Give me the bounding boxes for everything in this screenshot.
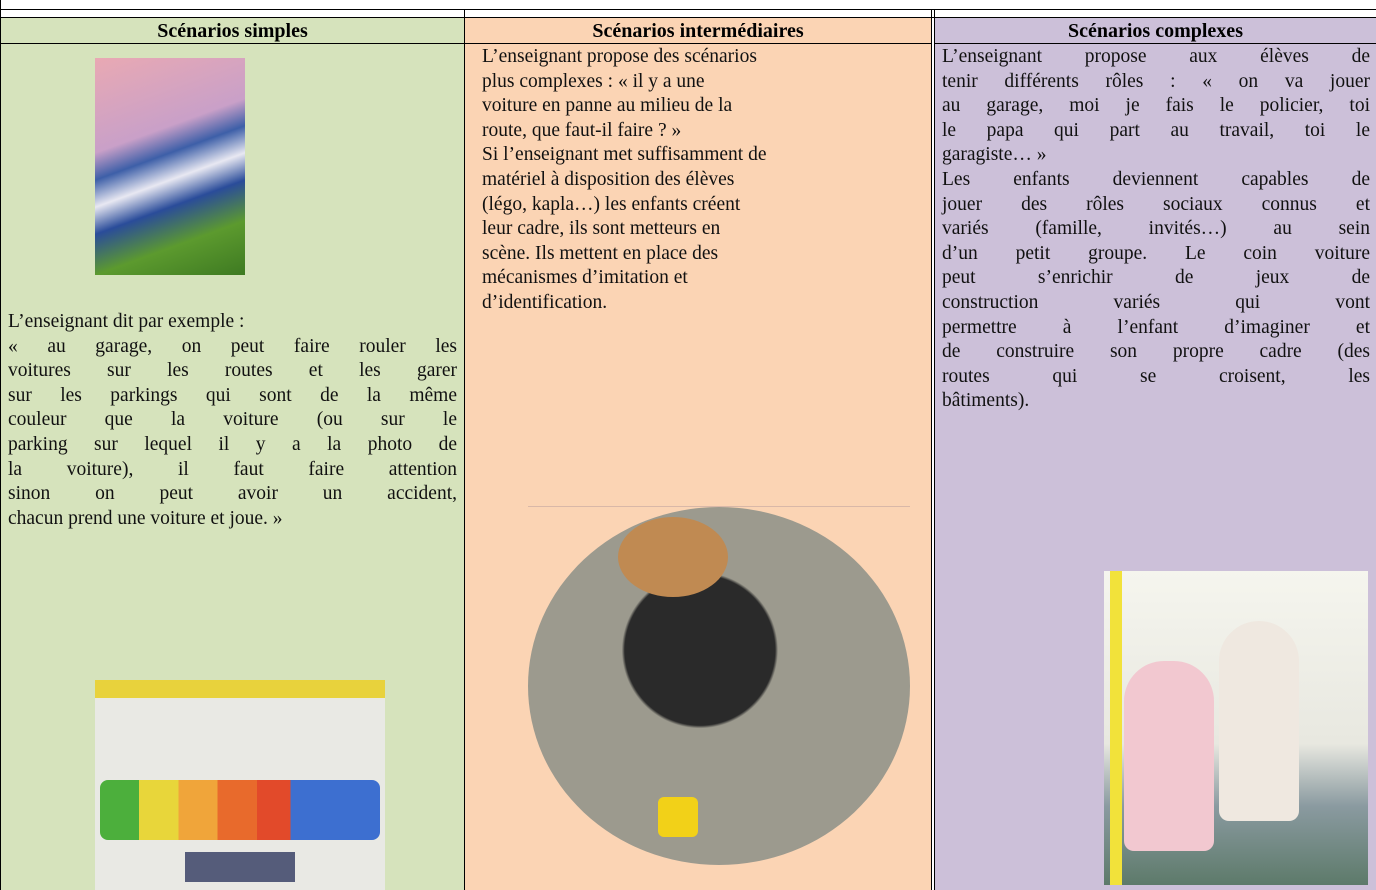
paragraph: L’enseignant dit par exemple : « au garag… — [8, 310, 457, 531]
text-line: (légo, kapla…) les enfants créent — [482, 193, 741, 215]
text-line: chacun prend une voiture et joue. » — [8, 507, 283, 529]
cell-text: L’enseignant propose des scénarios plus c… — [482, 45, 922, 316]
text-line: tenir différents rôles : « on va jouer — [942, 70, 1370, 92]
text-line: couleur que la voiture (ou sur le — [8, 409, 457, 431]
text-line: L’enseignant propose des scénarios — [482, 46, 757, 67]
border — [0, 17, 1376, 18]
cell-text: L’enseignant dit par exemple : « au garag… — [8, 310, 457, 531]
text-line: d’identification. — [482, 291, 608, 313]
paragraph: Les enfants deviennent capables de jouer … — [942, 168, 1370, 414]
text-line: routes qui se croisent, les — [942, 365, 1370, 387]
text-line: jouer des rôles sociaux connus et — [942, 193, 1370, 215]
text-line: permettre à l’enfant d’imaginer et — [942, 316, 1370, 338]
text-line: matériel à disposition des élèves — [482, 168, 735, 190]
text-line: mécanismes d’imitation et — [482, 267, 688, 289]
border — [0, 0, 1, 890]
photo — [1104, 571, 1368, 885]
text-line: peut s’enrichir de jeux de — [942, 267, 1370, 289]
text-line: la voiture), il faut faire attention — [8, 458, 457, 480]
text-line: Les enfants deviennent capables de — [942, 168, 1370, 190]
text-line: « au garage, on peut faire rouler les — [8, 335, 457, 357]
photo — [95, 680, 385, 890]
paragraph: L’enseignant propose aux élèves de tenir … — [942, 45, 1370, 168]
header-cell: Scénarios intermédiaires — [465, 18, 931, 44]
text-line: parking sur lequel il y a la photo de — [8, 433, 457, 455]
text-line: le papa qui part au travail, toi le — [942, 119, 1370, 141]
header-cell: Scénarios simples — [1, 18, 464, 44]
text-line: L’enseignant propose aux élèves de — [942, 46, 1370, 67]
text-line: bâtiments). — [942, 390, 1030, 412]
text-line: voiture en panne au milieu de la — [482, 95, 733, 117]
text-line: plus complexes : « il y a une — [482, 70, 705, 92]
text-line: scène. Ils mettent en place des — [482, 242, 719, 264]
text-line: variés (famille, invités…) au sein — [942, 218, 1370, 240]
photo — [95, 58, 245, 275]
cell-text: L’enseignant propose aux élèves de tenir … — [942, 45, 1370, 414]
text-line: d’un petit groupe. Le coin voiture — [942, 242, 1370, 264]
header-cell: Scénarios complexes — [935, 18, 1376, 44]
text-line: voitures sur les routes et les garer — [8, 360, 457, 382]
text-line: garagiste… » — [942, 144, 1047, 166]
text-line: leur cadre, ils sont metteurs en — [482, 218, 721, 240]
border — [931, 10, 932, 890]
text-line: sinon on peut avoir un accident, — [8, 483, 457, 505]
paragraph: Si l’enseignant met suffisamment de matér… — [482, 143, 922, 315]
rule — [528, 506, 910, 507]
text-line: sur les parkings qui sont de la même — [8, 384, 457, 406]
text-line: L’enseignant dit par exemple : — [8, 311, 245, 332]
border — [934, 10, 935, 890]
text-line: construction variés qui vont — [942, 291, 1370, 313]
border — [464, 10, 465, 890]
paragraph: L’enseignant propose des scénarios plus c… — [482, 45, 922, 143]
border — [0, 9, 1376, 10]
text-line: route, que faut-il faire ? » — [482, 119, 682, 141]
text-line: Si l’enseignant met suffisamment de — [482, 144, 767, 166]
text-line: de construire son propre cadre (des — [942, 341, 1370, 363]
photo — [528, 507, 910, 865]
text-line: au garage, moi je fais le policier, toi — [942, 95, 1370, 117]
